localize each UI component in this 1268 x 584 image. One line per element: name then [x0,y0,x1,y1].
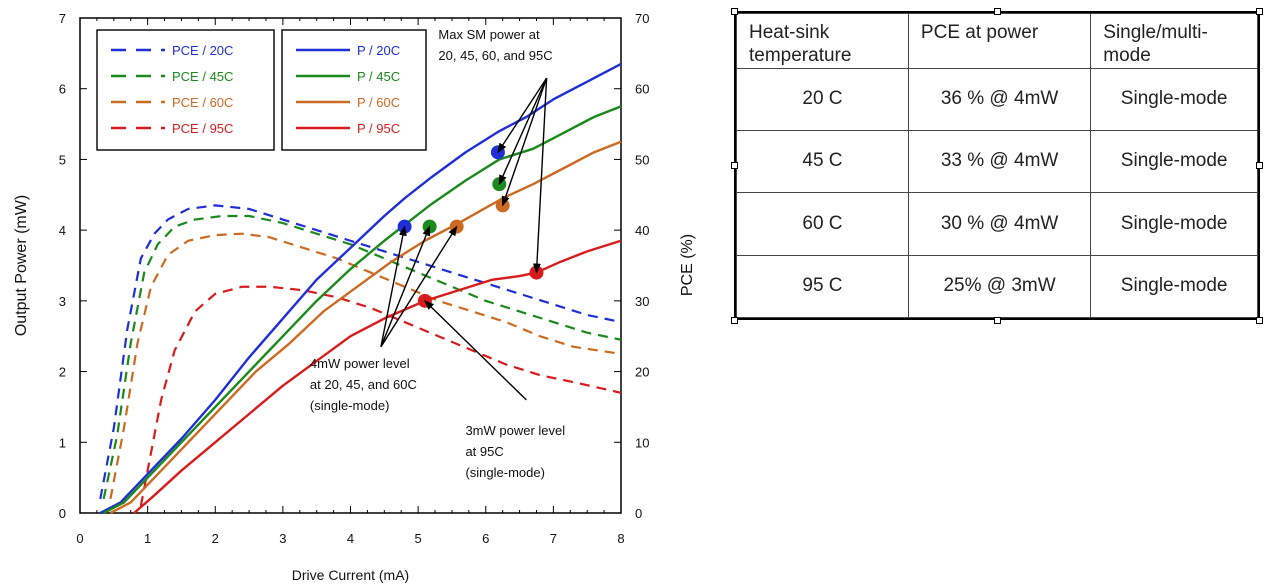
x-tick-label: 4 [347,531,354,546]
table-cell: 95 C [737,255,909,317]
y-left-tick-label: 5 [59,152,66,167]
x-tick-label: 0 [76,531,83,546]
x-tick-label: 8 [617,531,624,546]
y-left-tick-label: 3 [59,294,66,309]
resize-handle[interactable] [1256,317,1263,324]
annotation-text: 20, 45, 60, and 95C [438,48,552,63]
annotation-arrow [503,78,547,205]
x-tick-label: 6 [482,531,489,546]
y-right-tick-label: 10 [635,435,649,450]
table-header-cell: PCE at power [908,14,1090,69]
y-left-tick-label: 7 [59,11,66,26]
table-cell: 45 C [737,130,909,192]
y-right-tick-label: 20 [635,365,649,380]
resize-handle[interactable] [731,317,738,324]
table-cell: Single-mode [1091,193,1258,255]
annotation-arrow [498,78,547,152]
y-left-tick-label: 2 [59,365,66,380]
y-right-tick-label: 40 [635,223,649,238]
y-right-tick-label: 70 [635,11,649,26]
table-cell: 25% @ 3mW [908,255,1090,317]
y-left-tick-label: 1 [59,435,66,450]
legend-label: PCE / 20C [172,43,233,58]
resize-handle[interactable] [1256,162,1263,169]
annotation-arrow [425,301,526,400]
y-right-tick-label: 60 [635,82,649,97]
resize-handle[interactable] [994,317,1001,324]
summary-table: Heat-sink temperature PCE at power Singl… [734,11,1260,320]
y-left-tick-label: 0 [59,506,66,521]
x-axis-label: Drive Current (mA) [292,567,409,583]
annotation-text: at 95C [465,444,503,459]
table-cell: Single-mode [1091,68,1258,130]
y-right-axis-label: PCE (%) [679,234,696,296]
y-left-tick-label: 6 [59,82,66,97]
table-cell: Single-mode [1091,130,1258,192]
legend-label: PCE / 45C [172,69,233,84]
annotation-arrow [499,78,546,184]
table-row: 60 C 30 % @ 4mW Single-mode [737,193,1258,255]
annotation-text: (single-mode) [310,398,389,413]
table-cell: 60 C [737,193,909,255]
y-right-tick-label: 50 [635,152,649,167]
legend-label: P / 95C [357,121,400,136]
x-tick-label: 7 [550,531,557,546]
table-header-cell: Heat-sink temperature [737,14,909,69]
resize-handle[interactable] [994,8,1001,15]
table-cell: 36 % @ 4mW [908,68,1090,130]
annotation-text: (single-mode) [465,465,544,480]
legend-label: P / 45C [357,69,400,84]
y-left-tick-label: 4 [59,223,66,238]
y-left-axis-label: Output Power (mW) [13,195,30,336]
x-tick-label: 2 [212,531,219,546]
resize-handle[interactable] [731,162,738,169]
table-row: 20 C 36 % @ 4mW Single-mode [737,68,1258,130]
y-right-tick-label: 30 [635,294,649,309]
resize-handle[interactable] [731,8,738,15]
table-row: 45 C 33 % @ 4mW Single-mode [737,130,1258,192]
x-tick-label: 5 [415,531,422,546]
legend-label: P / 20C [357,43,400,58]
legend-label: PCE / 95C [172,121,233,136]
y-right-tick-label: 0 [635,506,642,521]
table-cell: 30 % @ 4mW [908,193,1090,255]
table-row: 95 C 25% @ 3mW Single-mode [737,255,1258,317]
table-cell: 33 % @ 4mW [908,130,1090,192]
legend-label: P / 60C [357,95,400,110]
table-cell: 20 C [737,68,909,130]
annotation-text: Max SM power at [438,27,540,42]
legend-label: PCE / 60C [172,95,233,110]
x-tick-label: 1 [144,531,151,546]
resize-handle[interactable] [1256,8,1263,15]
annotation-text: 4mW power level [310,356,410,371]
table-cell: Single-mode [1091,255,1258,317]
series-line-p-45c [104,106,621,513]
table-header-row: Heat-sink temperature PCE at power Singl… [737,14,1258,69]
summary-table-grid: Heat-sink temperature PCE at power Singl… [736,13,1258,318]
annotation-text: at 20, 45, and 60C [310,377,417,392]
annotation-text: 3mW power level [465,423,565,438]
legend-box-power [282,30,426,150]
table-header-cell: Single/multi-mode [1091,14,1258,69]
x-tick-label: 3 [279,531,286,546]
